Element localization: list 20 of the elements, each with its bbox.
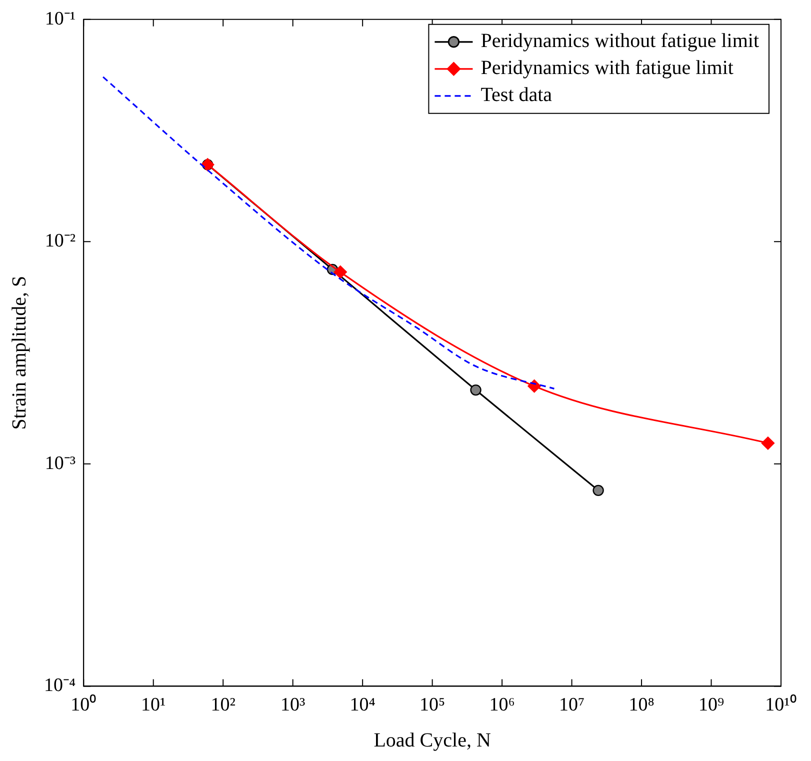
x-tick-label: 10⁶ xyxy=(489,694,515,716)
x-tick-label: 10³ xyxy=(280,694,306,716)
x-tick-label: 10⁷ xyxy=(558,694,585,716)
x-axis-title: Load Cycle, N xyxy=(374,729,491,752)
y-axis-title: Strain amplitude, S xyxy=(8,276,30,430)
y-tick-label: 10⁻⁴ xyxy=(44,675,76,696)
y-tick-label: 10⁻³ xyxy=(44,452,76,474)
x-tick-label: 10⁸ xyxy=(628,694,654,716)
legend-label: Peridynamics without fatigue limit xyxy=(480,30,760,52)
x-tick-label: 10¹⁰ xyxy=(765,694,797,716)
y-tick-label: 10⁻² xyxy=(44,230,76,252)
x-tick-label: 10⁹ xyxy=(698,694,724,716)
x-tick-label: 10¹ xyxy=(141,694,166,716)
x-tick-label: 10⁰ xyxy=(70,694,97,716)
y-tick-label: 10⁻¹ xyxy=(44,8,76,30)
x-tick-label: 10² xyxy=(210,694,236,716)
legend-label: Test data xyxy=(480,84,552,106)
x-tick-label: 10⁴ xyxy=(350,694,376,716)
x-tick-label: 10⁵ xyxy=(420,694,446,716)
legend-label: Peridynamics with fatigue limit xyxy=(480,57,734,80)
